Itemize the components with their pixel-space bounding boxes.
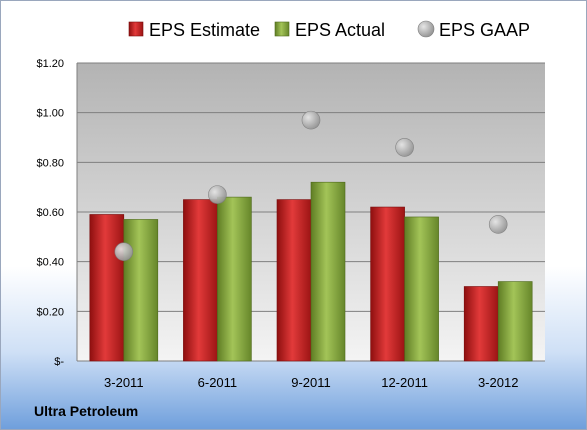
bar-eps-estimate bbox=[370, 206, 405, 362]
company-name: Ultra Petroleum bbox=[34, 403, 139, 419]
bar-eps-actual bbox=[497, 281, 533, 362]
bar-eps-actual bbox=[310, 181, 346, 362]
bar-eps-estimate bbox=[89, 214, 125, 362]
bars bbox=[89, 181, 533, 362]
legend: EPS Estimate EPS Actual EPS GAAP bbox=[128, 20, 530, 40]
point-eps-gaap bbox=[114, 242, 134, 262]
y-axis-ticks: $- $0.20 $0.40 $0.60 $0.80 $1.00 $1.20 bbox=[36, 58, 64, 368]
legend-marker bbox=[128, 21, 144, 37]
legend-label: EPS GAAP bbox=[439, 20, 530, 40]
bar-eps-actual bbox=[404, 216, 439, 362]
x-tick-label: 6-2011 bbox=[198, 375, 238, 390]
point-eps-gaap bbox=[208, 185, 227, 204]
point-eps-gaap bbox=[488, 215, 508, 234]
bar-eps-estimate bbox=[183, 199, 218, 362]
bar-eps-actual bbox=[217, 196, 252, 362]
y-tick-label: $0.60 bbox=[36, 207, 64, 219]
y-tick-label: $0.20 bbox=[36, 306, 64, 318]
x-tick-label: 9-2011 bbox=[291, 375, 331, 390]
x-tick-label: 3-2011 bbox=[104, 375, 144, 390]
legend-label: EPS Estimate bbox=[149, 20, 260, 40]
y-tick-label: $1.20 bbox=[36, 58, 64, 70]
bar-eps-estimate bbox=[463, 286, 499, 362]
y-tick-label: $- bbox=[54, 356, 64, 368]
bar-eps-estimate bbox=[276, 199, 312, 362]
gaap-points bbox=[114, 110, 508, 262]
y-tick-label: $1.00 bbox=[36, 108, 64, 120]
legend-marker bbox=[417, 20, 435, 38]
legend-marker bbox=[274, 21, 290, 37]
y-tick-label: $0.80 bbox=[36, 157, 64, 169]
point-eps-gaap bbox=[395, 138, 414, 157]
x-tick-label: 3-2012 bbox=[478, 375, 518, 390]
y-tick-label: $0.40 bbox=[36, 257, 64, 269]
bar-eps-actual bbox=[123, 219, 159, 362]
x-tick-label: 12-2011 bbox=[381, 375, 428, 390]
legend-label: EPS Actual bbox=[295, 20, 385, 40]
point-eps-gaap bbox=[301, 110, 321, 130]
x-axis-ticks: 3-2011 6-2011 9-2011 12-2011 3-2012 bbox=[104, 375, 518, 390]
